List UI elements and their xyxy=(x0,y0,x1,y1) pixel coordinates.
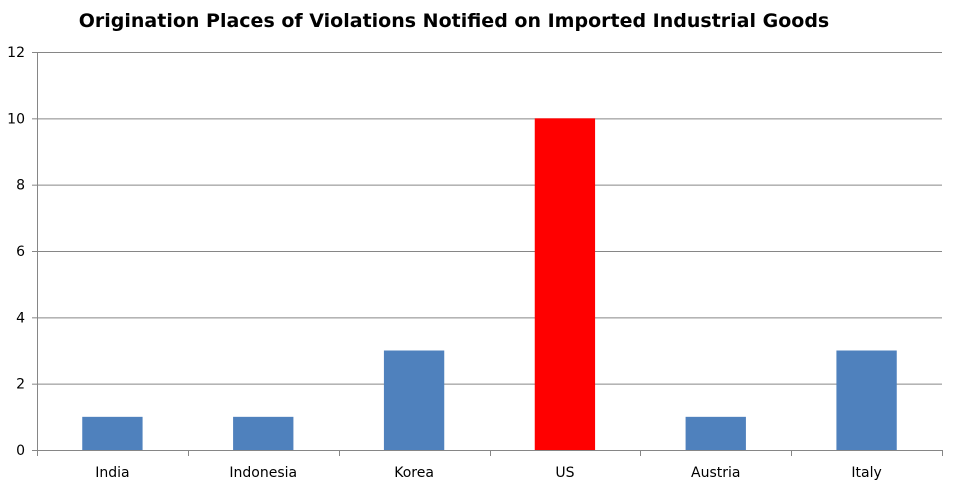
x-tick-label: Korea xyxy=(394,465,434,481)
x-tick-label: India xyxy=(95,465,129,481)
bar-india xyxy=(82,416,143,450)
y-tick-label: 6 xyxy=(16,244,25,260)
y-tick-label: 4 xyxy=(16,310,25,326)
bar-korea xyxy=(383,350,445,450)
y-tick-label: 0 xyxy=(16,443,25,459)
x-tick-label: Indonesia xyxy=(229,465,297,481)
bar-italy xyxy=(836,350,897,450)
y-tick-label: 10 xyxy=(7,111,25,127)
y-tick-label: 8 xyxy=(16,178,25,194)
x-tick-label: Austria xyxy=(691,465,740,481)
y-tick-label: 12 xyxy=(7,45,25,61)
bar-indonesia xyxy=(233,416,294,450)
x-tick-label: US xyxy=(555,465,574,481)
bar-austria xyxy=(685,416,746,450)
bar-us xyxy=(534,118,596,450)
y-tick-label: 2 xyxy=(16,377,25,393)
chart-title: Origination Places of Violations Notifie… xyxy=(78,10,830,32)
x-tick-label: Italy xyxy=(851,465,881,481)
